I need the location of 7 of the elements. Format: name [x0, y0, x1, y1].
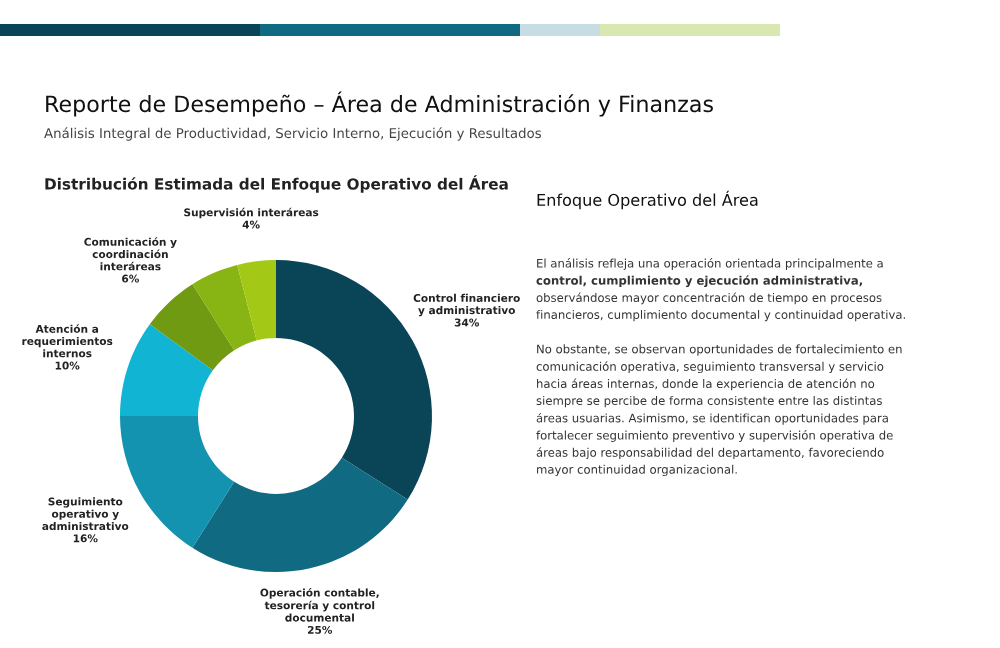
- chart-title: Reporte de Desempeño – Área de Administración y Finanzas: [46, 91, 713, 117]
- donut-slice: [237, 260, 276, 341]
- donut-slice: [149, 284, 235, 371]
- donut-slice: [120, 324, 213, 416]
- text: Enfoque Operativo del Área: [537, 190, 758, 210]
- donut-slice: [192, 457, 408, 572]
- donut-slice: [192, 264, 257, 351]
